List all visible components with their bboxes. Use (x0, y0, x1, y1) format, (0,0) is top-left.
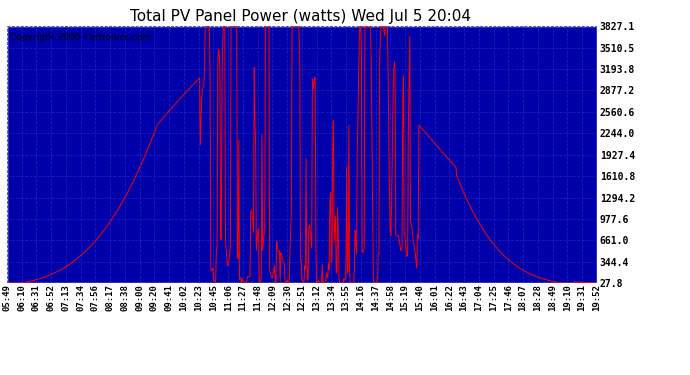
Text: Copyright 2006 Cartronics.com: Copyright 2006 Cartronics.com (10, 33, 151, 42)
Text: Total PV Panel Power (watts) Wed Jul 5 20:04: Total PV Panel Power (watts) Wed Jul 5 2… (130, 9, 471, 24)
